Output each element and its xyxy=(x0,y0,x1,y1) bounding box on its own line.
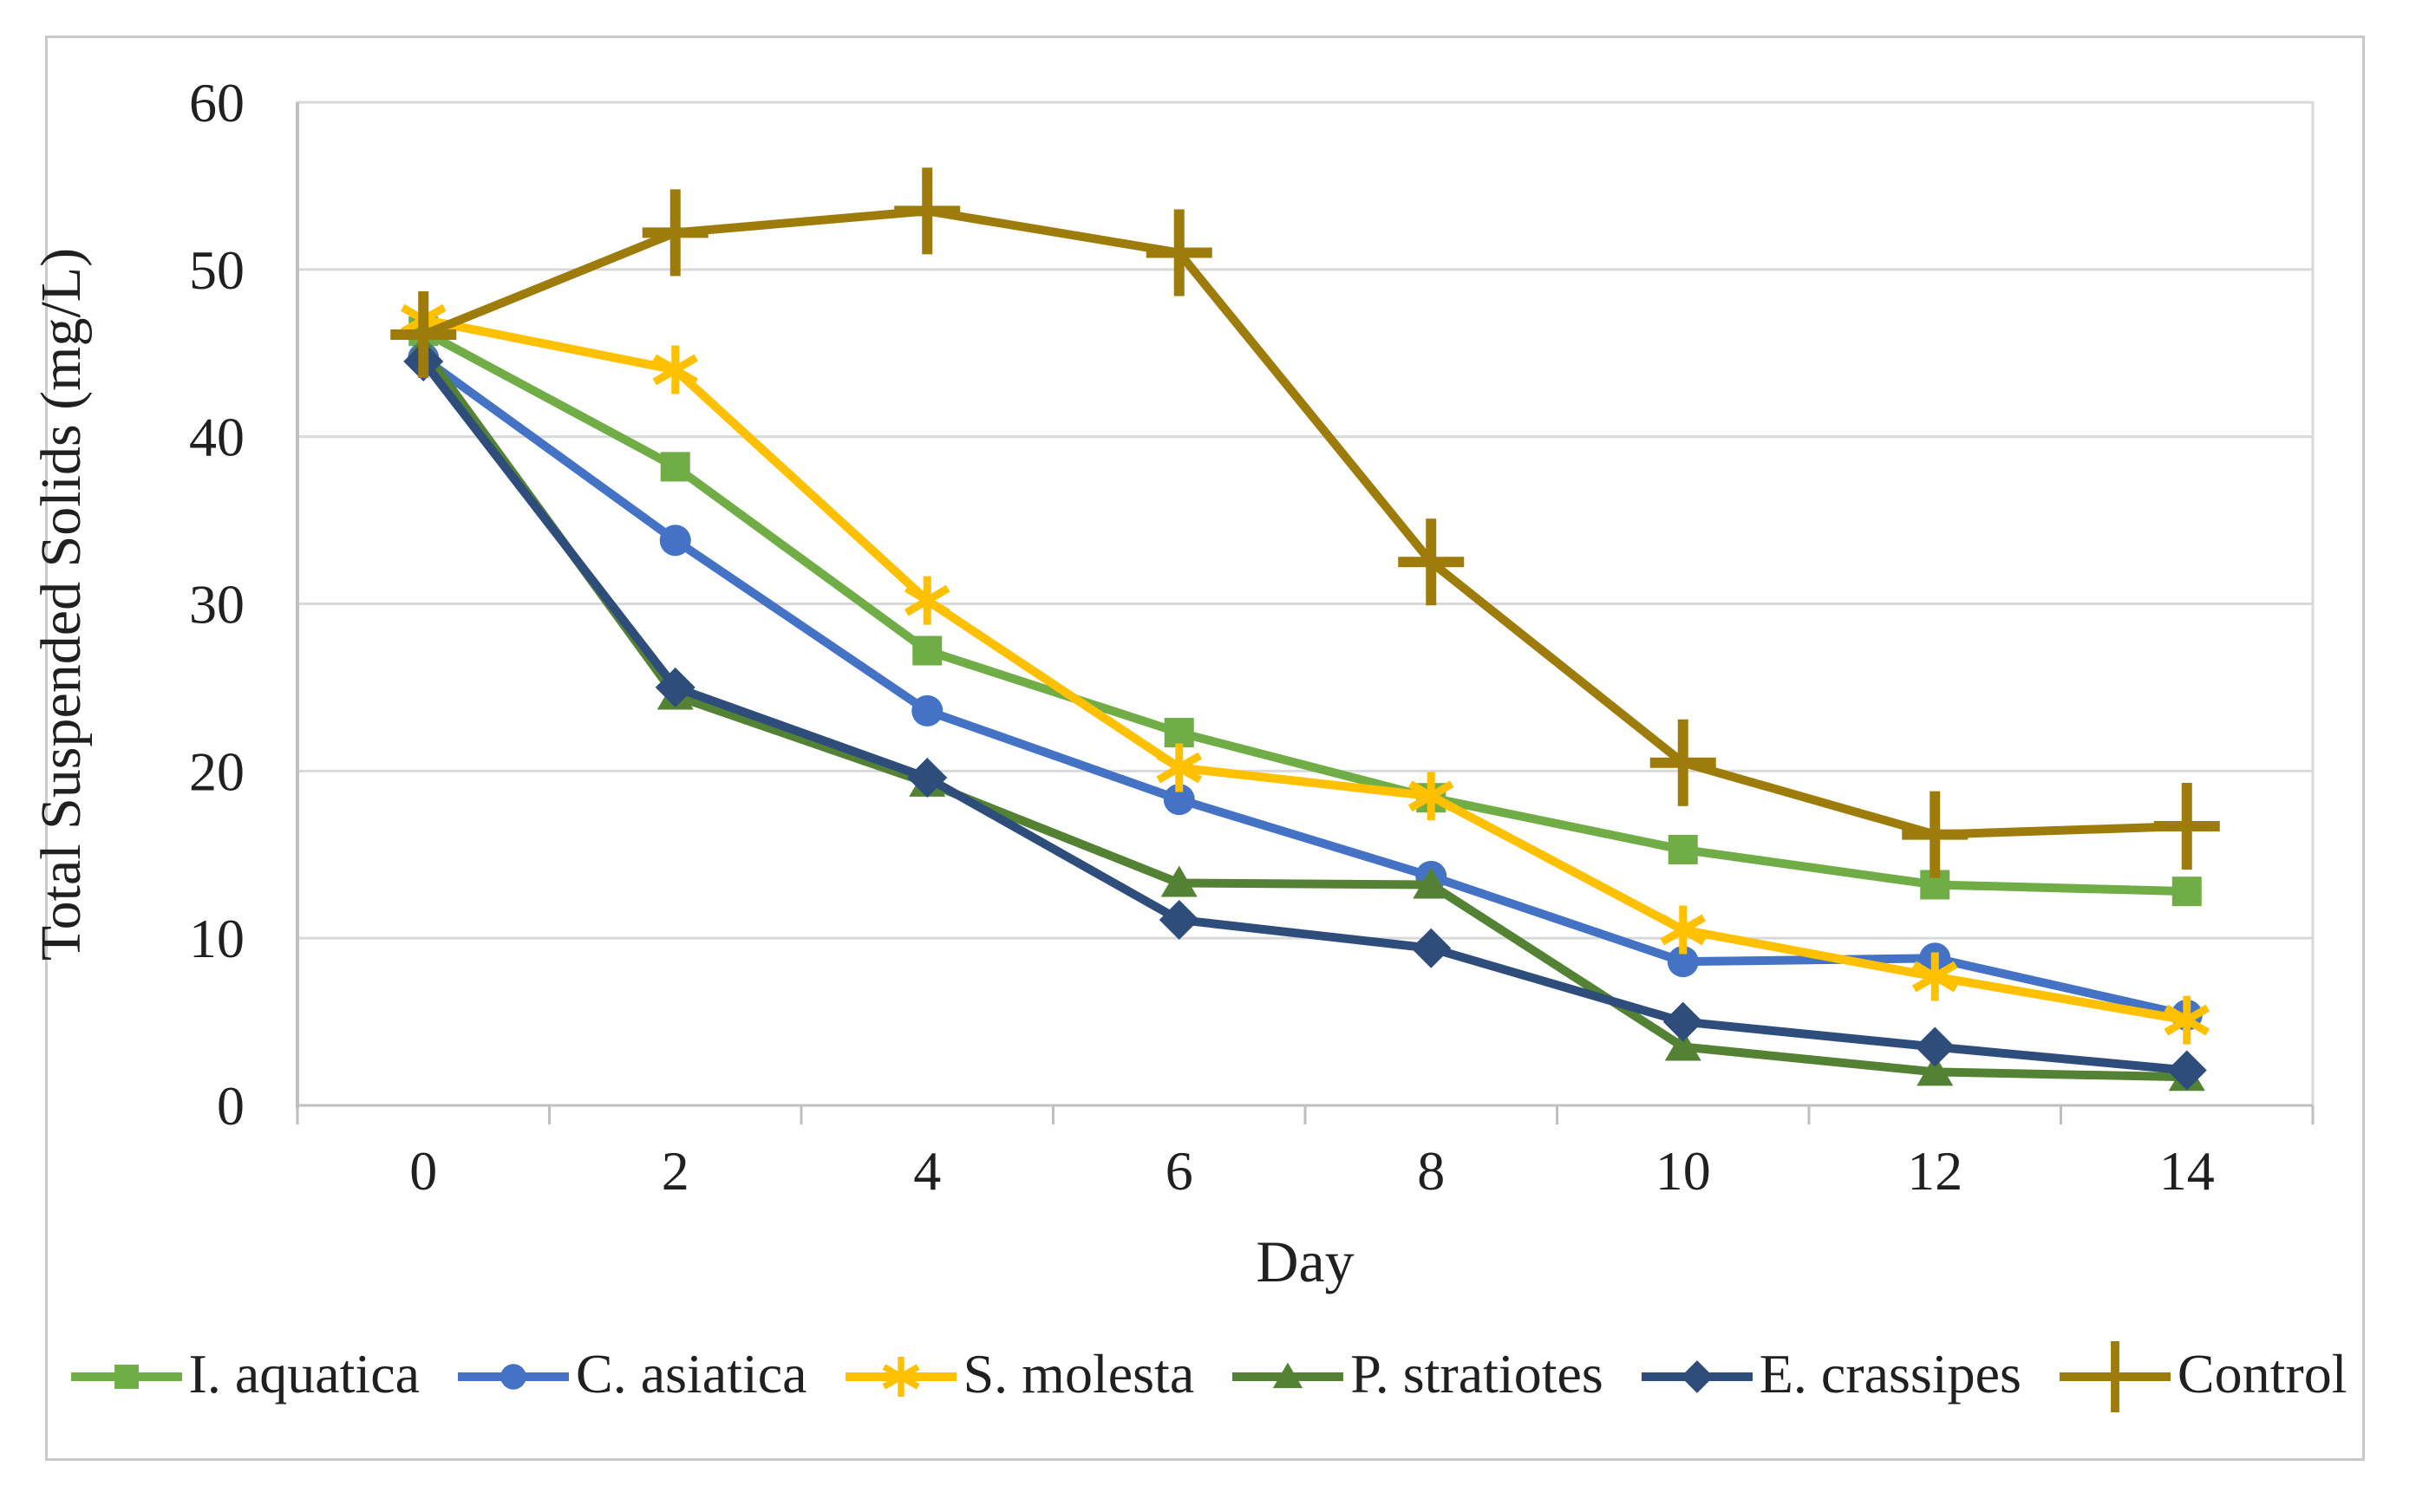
legend-marker-square-icon xyxy=(70,1365,182,1389)
x-tick-label-8: 8 xyxy=(1417,1140,1445,1202)
y-tick-label-50: 50 xyxy=(189,239,245,301)
y-tick-label-30: 30 xyxy=(189,574,245,635)
legend-glyph-control xyxy=(2087,1341,2143,1412)
marker-s-molesta-day-6 xyxy=(1156,743,1203,792)
legend-label-c-asiatica: C. asiatica xyxy=(576,1343,807,1404)
legend-marker-circle-icon xyxy=(458,1364,570,1390)
marker-control-day-8 xyxy=(1398,518,1465,606)
y-tick-label-10: 10 xyxy=(189,908,245,969)
legend-label-s-molesta: S. molesta xyxy=(963,1343,1195,1404)
marker-i-aquatica-day-10 xyxy=(1668,834,1698,864)
legend-glyph-p-stratiotes xyxy=(1273,1362,1303,1389)
series-control xyxy=(390,167,2220,878)
legend-marker-diamond-icon xyxy=(1641,1360,1753,1393)
marker-e-crassipes-day-2 xyxy=(655,667,695,707)
x-axis-title: Day xyxy=(1256,1228,1354,1294)
chart-frame xyxy=(45,36,2365,1461)
legend-glyph-e-crassipes xyxy=(1680,1360,1714,1393)
marker-e-crassipes-day-6 xyxy=(1159,899,1199,940)
marker-e-crassipes-day-8 xyxy=(1411,928,1452,968)
legend-marker-asterisk-icon xyxy=(845,1357,957,1397)
y-axis-title: Total Suspended Solids (mg/L) xyxy=(29,248,93,961)
marker-p-stratiotes-day-10 xyxy=(1664,1029,1701,1061)
x-tick-label-2: 2 xyxy=(662,1140,689,1202)
series-s-molesta xyxy=(400,295,2210,1045)
series-line-control xyxy=(421,206,2187,839)
marker-s-molesta-day-4 xyxy=(904,576,950,625)
legend-label-i-aquatica: I. aquatica xyxy=(188,1343,421,1404)
legend-label-p-stratiotes: P. stratiotes xyxy=(1350,1343,1603,1404)
legend-item-c-asiatica: C. asiatica xyxy=(456,1335,807,1418)
marker-s-molesta-day-10 xyxy=(1660,905,1707,955)
marker-control-day-12 xyxy=(1902,791,1969,878)
marker-control-day-4 xyxy=(894,167,961,255)
marker-c-asiatica-day-6 xyxy=(1163,784,1195,816)
x-tick-label-0: 0 xyxy=(409,1140,437,1202)
marker-e-crassipes-day-10 xyxy=(1662,1001,1703,1042)
chart-legend: I. aquatica C. asiatica S. molesta P. strat… xyxy=(0,1335,2416,1418)
marker-e-crassipes-day-14 xyxy=(2166,1050,2207,1091)
legend-marker-plus-icon xyxy=(2059,1341,2171,1412)
x-tick-label-14: 14 xyxy=(2159,1140,2215,1202)
x-tick-label-12: 12 xyxy=(1907,1140,1962,1202)
marker-i-aquatica-day-4 xyxy=(912,635,943,666)
x-tick-label-6: 6 xyxy=(1166,1140,1193,1202)
marker-s-molesta-day-14 xyxy=(2164,995,2210,1045)
marker-e-crassipes-day-4 xyxy=(907,758,948,798)
gridlines xyxy=(296,101,2315,1107)
marker-p-stratiotes-day-8 xyxy=(1413,867,1450,899)
marker-p-stratiotes-day-6 xyxy=(1160,865,1198,897)
marker-s-molesta-day-12 xyxy=(1911,952,1958,1001)
y-tick-label-0: 0 xyxy=(217,1075,245,1137)
legend-glyph-i-aquatica xyxy=(114,1365,139,1389)
legend-label-control: Control xyxy=(2177,1343,2347,1404)
legend-item-s-molesta: S. molesta xyxy=(844,1335,1195,1418)
series-line-e-crassipes xyxy=(420,358,2188,1075)
marker-control-day-0 xyxy=(390,291,457,379)
series-e-crassipes xyxy=(403,341,2207,1091)
marker-c-asiatica-day-4 xyxy=(911,694,944,727)
legend-label-e-crassipes: E. crassipes xyxy=(1759,1343,2021,1404)
marker-p-stratiotes-day-12 xyxy=(1916,1054,1954,1086)
marker-control-day-14 xyxy=(2153,782,2220,870)
marker-i-aquatica-day-6 xyxy=(1164,717,1194,747)
marker-e-crassipes-day-12 xyxy=(1915,1026,1956,1067)
series-line-s-molesta xyxy=(422,315,2188,1025)
marker-c-asiatica-day-10 xyxy=(1667,946,1699,978)
legend-item-p-stratiotes: P. stratiotes xyxy=(1231,1335,1603,1418)
marker-control-day-6 xyxy=(1146,209,1212,297)
series-line-c-asiatica xyxy=(421,354,2188,1020)
marker-s-molesta-day-2 xyxy=(652,345,699,394)
axis-labels: Total Suspended Solids (mg/L) Day xyxy=(29,248,1355,1294)
marker-i-aquatica-day-2 xyxy=(660,452,690,482)
y-tick-label-60: 60 xyxy=(189,72,245,134)
legend-item-i-aquatica: I. aquatica xyxy=(69,1335,421,1418)
legend-glyph-c-asiatica xyxy=(500,1364,526,1390)
legend-marker-triangle-icon xyxy=(1232,1362,1344,1389)
y-tick-label-40: 40 xyxy=(189,407,245,468)
x-tick-label-4: 4 xyxy=(913,1140,941,1202)
series-layer xyxy=(390,167,2220,1092)
x-tick-label-10: 10 xyxy=(1655,1140,1711,1202)
series-line-i-aquatica xyxy=(421,327,2187,896)
marker-c-asiatica-day-2 xyxy=(659,525,691,557)
legend-glyph-s-molesta xyxy=(882,1357,920,1397)
marker-s-molesta-day-8 xyxy=(1407,772,1454,821)
legend-item-control: Control xyxy=(2058,1335,2347,1418)
legend-item-e-crassipes: E. crassipes xyxy=(1640,1335,2021,1418)
marker-control-day-10 xyxy=(1649,719,1716,806)
marker-control-day-2 xyxy=(642,189,708,277)
y-tick-label-20: 20 xyxy=(189,740,245,802)
series-line-p-stratiotes xyxy=(420,347,2187,1082)
axes: 0 10 20 30 40 50 60 0 2 4 6 8 10 12 14 xyxy=(189,72,2315,1202)
marker-i-aquatica-day-14 xyxy=(2171,877,2202,907)
